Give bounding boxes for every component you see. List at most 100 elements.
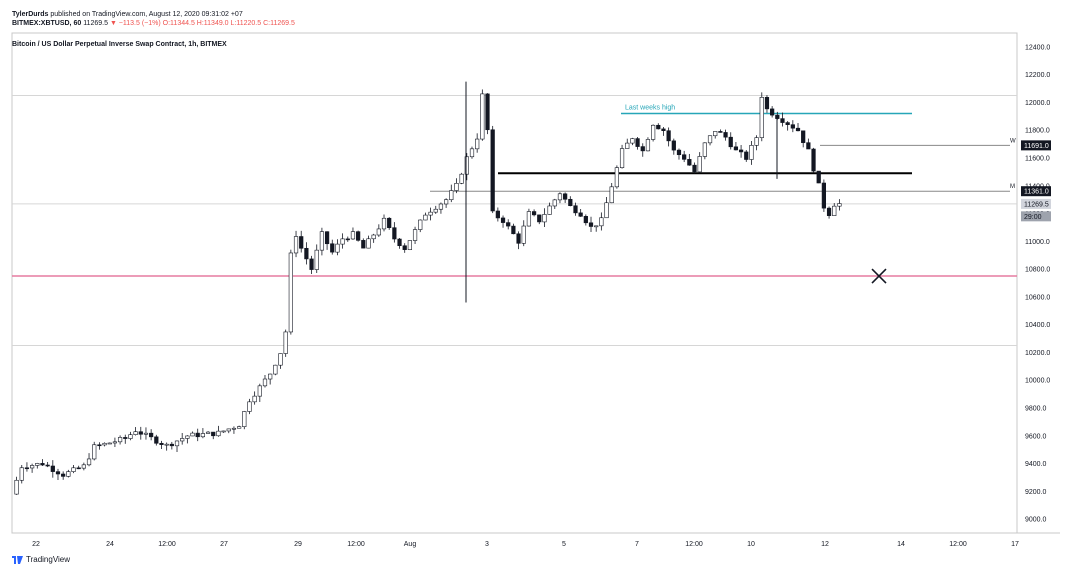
candle-body-96 [511, 225, 516, 235]
candle-body-123 [651, 124, 656, 140]
x-tick-label-6: Aug [404, 541, 417, 548]
candle-body-83 [444, 199, 449, 205]
candle-body-8 [55, 471, 61, 475]
candle-body-68 [366, 238, 371, 249]
candle-body-157 [826, 207, 832, 216]
candle-body-44 [242, 411, 247, 427]
candle-body-118 [625, 142, 630, 149]
x-tick-label-8: 5 [562, 541, 566, 548]
candle-body-154 [811, 148, 816, 172]
candle-body-126 [666, 130, 671, 142]
x-tick-label-13: 14 [897, 541, 905, 548]
candle-body-127 [671, 140, 676, 151]
x-tick-label-3: 27 [220, 541, 228, 548]
candle-body-17 [102, 442, 107, 446]
candle-body-117 [619, 148, 625, 168]
candle-body-138 [728, 136, 733, 148]
candle-body-35 [195, 432, 200, 438]
candle-body-64 [345, 238, 350, 241]
x-tick-label-7: 3 [485, 541, 489, 548]
symbol-line: BITMEX:XBTUSD, 60 [12, 20, 82, 27]
candle-body-47 [257, 385, 262, 397]
candle-body-4 [35, 463, 40, 466]
x-tick-label-12: 12 [821, 541, 829, 548]
ohlc-values: O:11344.5 H:11349.0 L:11220.5 C:11269.5 [162, 20, 295, 27]
candle-body-76 [407, 240, 412, 250]
candle-body-106 [563, 193, 568, 200]
candle-body-15 [92, 444, 97, 460]
candle-body-66 [356, 231, 361, 241]
candle-body-69 [371, 234, 376, 240]
price-tag-label-2: 11269.5 [1024, 201, 1049, 208]
candle-body-144 [759, 97, 764, 138]
candle-body-156 [821, 182, 826, 209]
line-label-3: W [1010, 138, 1016, 144]
candle-body-51 [278, 353, 283, 366]
candle-body-9 [61, 473, 66, 477]
candle-body-29 [164, 443, 169, 446]
chart-title: Bitcoin / US Dollar Perpetual Inverse Sw… [12, 41, 227, 48]
candle-body-73 [392, 227, 397, 240]
candle-body-131 [692, 164, 697, 173]
candle-body-145 [764, 97, 770, 110]
candle-body-56 [304, 247, 309, 260]
y-tick-label-15: 12000.0 [1025, 100, 1050, 107]
candle-body-104 [552, 199, 557, 207]
candle-body-16 [97, 444, 102, 447]
y-tick-label-14: 11800.0 [1025, 128, 1050, 135]
last-price: 11269.5 [83, 20, 108, 27]
candle-body-158 [832, 205, 837, 216]
candle-body-120 [635, 138, 640, 147]
candle-body-49 [268, 373, 273, 380]
candle-body-33 [185, 435, 190, 439]
candle-body-12 [76, 467, 81, 470]
x-tick-label-9: 7 [635, 541, 639, 548]
candle-body-1 [19, 467, 24, 481]
candle-body-54 [293, 236, 299, 254]
candle-body-31 [174, 440, 180, 447]
candle-body-59 [319, 231, 325, 251]
candle-body-142 [749, 145, 754, 160]
candle-body-79 [423, 214, 428, 221]
x-tick-label-10: 12:00 [685, 541, 703, 548]
candle-body-27 [154, 436, 159, 444]
candle-body-108 [573, 205, 578, 214]
candle-body-14 [86, 458, 92, 466]
tradingview-brand[interactable]: TradingView [12, 555, 70, 564]
candle-body-134 [707, 135, 713, 144]
candle-body-121 [640, 146, 645, 152]
y-tick-label-8: 10600.0 [1025, 294, 1050, 301]
y-tick-label-3: 9600.0 [1025, 433, 1047, 440]
candle-body-85 [454, 183, 459, 191]
y-tick-label-0: 9000.0 [1025, 517, 1047, 524]
candle-body-0 [14, 479, 19, 495]
candle-body-88 [469, 148, 475, 158]
price-tag-label-3: 29:00 [1024, 214, 1042, 221]
price-tag-3 [1021, 211, 1051, 222]
candle-body-40 [221, 430, 226, 433]
candle-body-135 [713, 131, 718, 137]
y-tick-label-9: 10800.0 [1025, 267, 1050, 274]
candle-body-114 [604, 202, 609, 219]
x-tick-label-11: 10 [747, 541, 755, 548]
candle-body-99 [526, 211, 532, 227]
candle-body-89 [475, 138, 480, 150]
candle-body-34 [190, 432, 195, 437]
candle-body-94 [500, 217, 506, 223]
candle-body-58 [314, 249, 319, 270]
candle-body-57 [309, 258, 314, 270]
candle-body-42 [231, 427, 237, 430]
candle-body-109 [578, 212, 583, 217]
candle-body-139 [733, 146, 739, 151]
candle-body-28 [159, 442, 164, 445]
y-tick-label-1: 9200.0 [1025, 489, 1047, 496]
candle-body-11 [71, 467, 76, 472]
candle-body-110 [583, 216, 588, 224]
candle-body-141 [744, 151, 749, 160]
candle-body-65 [350, 231, 356, 240]
candle-body-128 [676, 149, 682, 156]
candle-body-148 [780, 118, 785, 123]
candle-body-39 [216, 430, 221, 437]
candle-body-132 [697, 156, 702, 173]
